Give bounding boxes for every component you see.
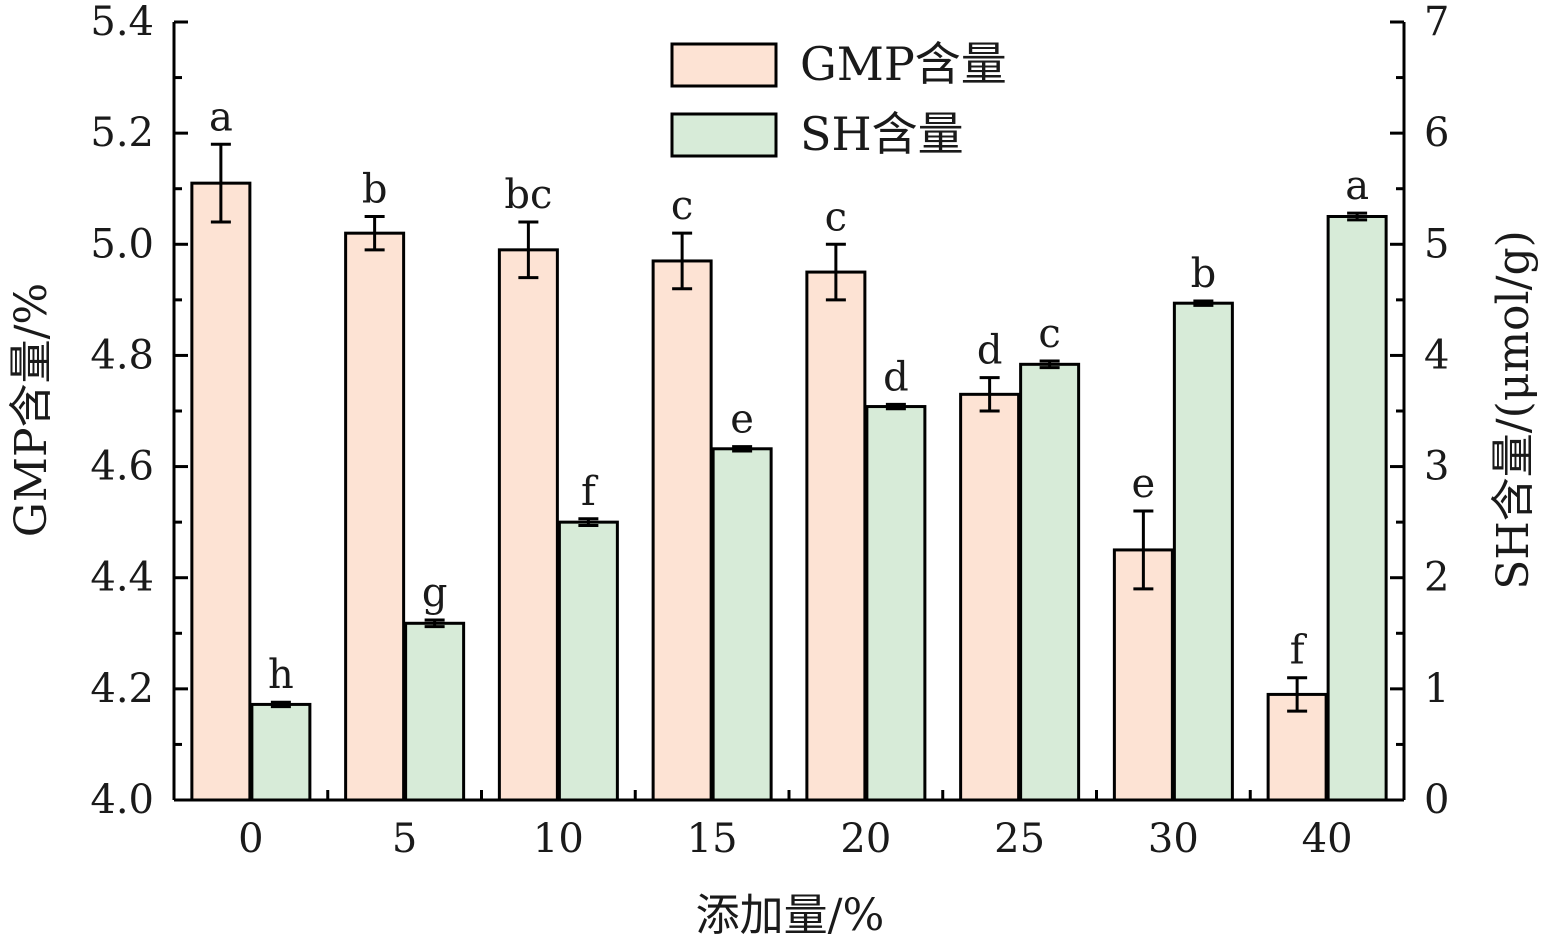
bar-sh-0 [250,702,312,802]
y-tick-label-right-4: 4 [1424,332,1449,378]
significance-letter-sh-40: a [1345,163,1369,209]
significance-letter-gmp-25: d [977,328,1003,374]
bar-sh-25 [1019,362,1081,802]
legend-label-gmp: GMP含量 [800,37,1007,91]
x-tick-label-0: 0 [238,816,263,862]
error-bars-layer [210,142,1368,713]
bar-gmp-10 [497,248,559,802]
significance-letter-gmp-15: c [671,183,693,229]
bar-gmp-0 [190,181,252,802]
axes-layer: 4.0 4.2 4.4 4.6 4.8 5.0 5.2 5.4 0 1 2 3 4 5 6 7 0 5 10 15 20… [90,0,1449,862]
y-tick-label-left-4.8: 4.8 [90,332,154,378]
bar-sh-15 [711,447,773,802]
y-tick-label-right-1: 1 [1424,666,1449,712]
significance-letter-gmp-40: f [1290,628,1308,674]
bar-gmp-5 [344,231,406,802]
y-tick-label-left-4.2: 4.2 [90,666,154,712]
y-axis-title-right: SH含量/(μmol/g) [1488,230,1539,590]
y-tick-label-left-5.0: 5.0 [90,221,154,267]
x-tick-label-5: 5 [392,816,417,862]
significance-letter-gmp-0: a [209,94,233,140]
y-tick-label-left-4.0: 4.0 [90,777,154,823]
bar-gmp-20 [805,270,867,802]
legend-swatch-gmp [670,42,778,88]
significance-letter-gmp-5: b [362,167,388,213]
x-tick-label-20: 20 [840,816,891,862]
bar-sh-10 [557,520,619,802]
legend-swatch-sh [670,112,778,158]
bar-gmp-25 [959,392,1021,802]
bar-sh-30 [1172,301,1234,802]
y-tick-label-left-5.2: 5.2 [90,110,154,156]
x-tick-label-40: 40 [1302,816,1353,862]
y-tick-label-right-0: 0 [1424,777,1449,823]
x-axis-title: 添加量/% [696,890,885,941]
x-tick-label-10: 10 [533,816,584,862]
y-tick-label-right-5: 5 [1424,221,1449,267]
significance-letter-sh-15: e [730,397,754,443]
significance-letter-sh-20: d [883,354,909,400]
bar-sh-20 [865,405,927,802]
y-tick-label-right-7: 7 [1424,0,1449,45]
y-tick-label-right-2: 2 [1424,555,1449,601]
bar-sh-40 [1326,215,1388,802]
significance-letter-sh-5: g [422,570,448,616]
bar-sh-5 [404,621,466,802]
significance-letter-gmp-10: bc [504,172,552,218]
x-tick-label-15: 15 [687,816,738,862]
significance-letter-sh-0: h [268,652,294,698]
x-tick-label-25: 25 [994,816,1045,862]
legend-label-sh: SH含量 [800,107,964,161]
significance-letter-gmp-30: e [1132,461,1156,507]
legend: GMP含量 SH含量 [670,37,1007,161]
significance-letter-sh-10: f [581,469,599,515]
bar-gmp-15 [651,259,713,802]
significance-letter-sh-30: b [1191,251,1217,297]
y-tick-label-left-4.4: 4.4 [90,555,154,601]
y-tick-label-left-5.4: 5.4 [90,0,154,45]
y-tick-label-right-6: 6 [1424,110,1449,156]
significance-letter-sh-25: c [1038,311,1060,357]
x-tick-label-30: 30 [1148,816,1199,862]
y-axis-title-left: GMP含量/% [6,283,57,537]
y-tick-label-right-3: 3 [1424,444,1449,490]
y-tick-label-left-4.6: 4.6 [90,444,154,490]
significance-letter-gmp-20: c [825,194,847,240]
